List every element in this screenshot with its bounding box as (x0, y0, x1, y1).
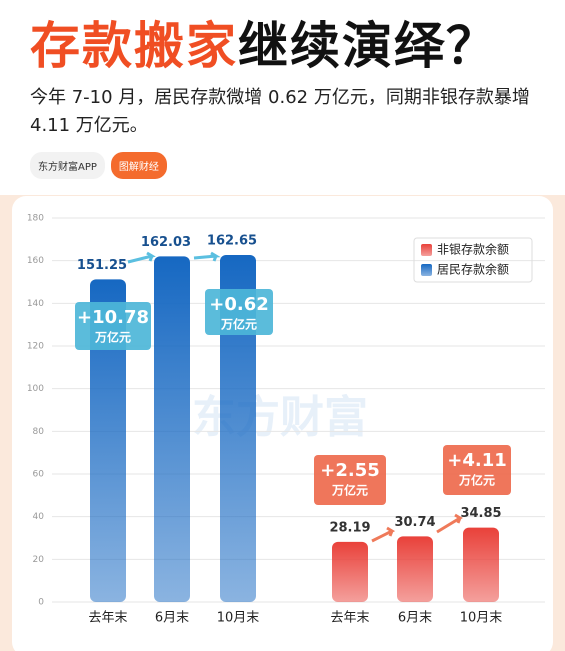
arrow (436, 513, 463, 534)
y-tick-label: 180 (27, 214, 44, 224)
y-tick-label: 40 (33, 512, 45, 522)
value-label: 151.25 (77, 258, 127, 273)
annotation-unit: 万亿元 (220, 317, 257, 332)
value-label: 30.74 (394, 515, 435, 530)
legend-label: 居民存款余额 (437, 262, 509, 277)
badge: 东方财富APP (30, 152, 105, 179)
value-label: 28.19 (329, 520, 370, 535)
title-highlight: 存款搬家 (30, 17, 238, 75)
bar (463, 527, 499, 602)
bar (332, 541, 368, 602)
arrow (127, 251, 156, 264)
y-tick-label: 100 (27, 384, 44, 394)
value-label: 162.03 (141, 235, 191, 250)
annotation-value: +10.78 (77, 307, 149, 328)
y-tick-label: 140 (27, 299, 44, 309)
x-tick-label: 10月末 (217, 611, 260, 626)
y-tick-label: 80 (33, 427, 45, 437)
legend-swatch (421, 244, 432, 256)
badges: 东方财富APP 图解财经 (30, 152, 167, 179)
annotation-box (314, 455, 386, 505)
watermark: 东方财富 (192, 392, 368, 443)
subtitle: 今年 7-10 月，居民存款微增 0.62 万亿元，同期非银存款暴增 4.11 … (30, 87, 530, 136)
x-tick-label: 去年末 (88, 611, 127, 626)
y-tick-label: 20 (33, 555, 45, 565)
value-label: 34.85 (460, 506, 501, 521)
annotation-unit: 万亿元 (331, 483, 368, 498)
header: 存款搬家继续演绎？ 今年 7-10 月，居民存款微增 0.62 万亿元，同期非银… (0, 0, 565, 195)
x-tick-label: 6月末 (155, 611, 189, 626)
legend-box (413, 237, 533, 283)
annotation-box (205, 289, 273, 335)
annotation-value: +0.62 (209, 294, 269, 315)
y-tick-label: 120 (27, 342, 44, 352)
title-rest: 继续演绎？ (238, 17, 498, 75)
y-tick-label: 160 (27, 256, 44, 266)
x-tick-label: 去年末 (330, 611, 369, 626)
bar (220, 255, 256, 602)
x-tick-label: 6月末 (398, 611, 432, 626)
title: 存款搬家继续演绎？ (30, 6, 498, 78)
annotation-value: +4.11 (447, 450, 507, 471)
arrow (371, 526, 396, 543)
annotation-box (75, 302, 151, 350)
bar (397, 536, 433, 602)
annotation-value: +2.55 (320, 460, 380, 481)
bar (90, 279, 126, 602)
annotation-unit: 万亿元 (458, 473, 495, 488)
annotation-box (443, 445, 511, 495)
arrow (193, 251, 221, 262)
x-tick-label: 10月末 (460, 611, 503, 626)
y-tick-label: 60 (33, 470, 45, 480)
y-tick-label: 0 (38, 598, 44, 608)
value-label: 162.65 (207, 234, 257, 249)
badge[interactable]: 图解财经 (110, 152, 167, 179)
annotation-unit: 万亿元 (94, 330, 131, 345)
bar (154, 256, 190, 602)
legend-swatch (421, 264, 432, 276)
legend-label: 非银存款余额 (437, 242, 509, 257)
